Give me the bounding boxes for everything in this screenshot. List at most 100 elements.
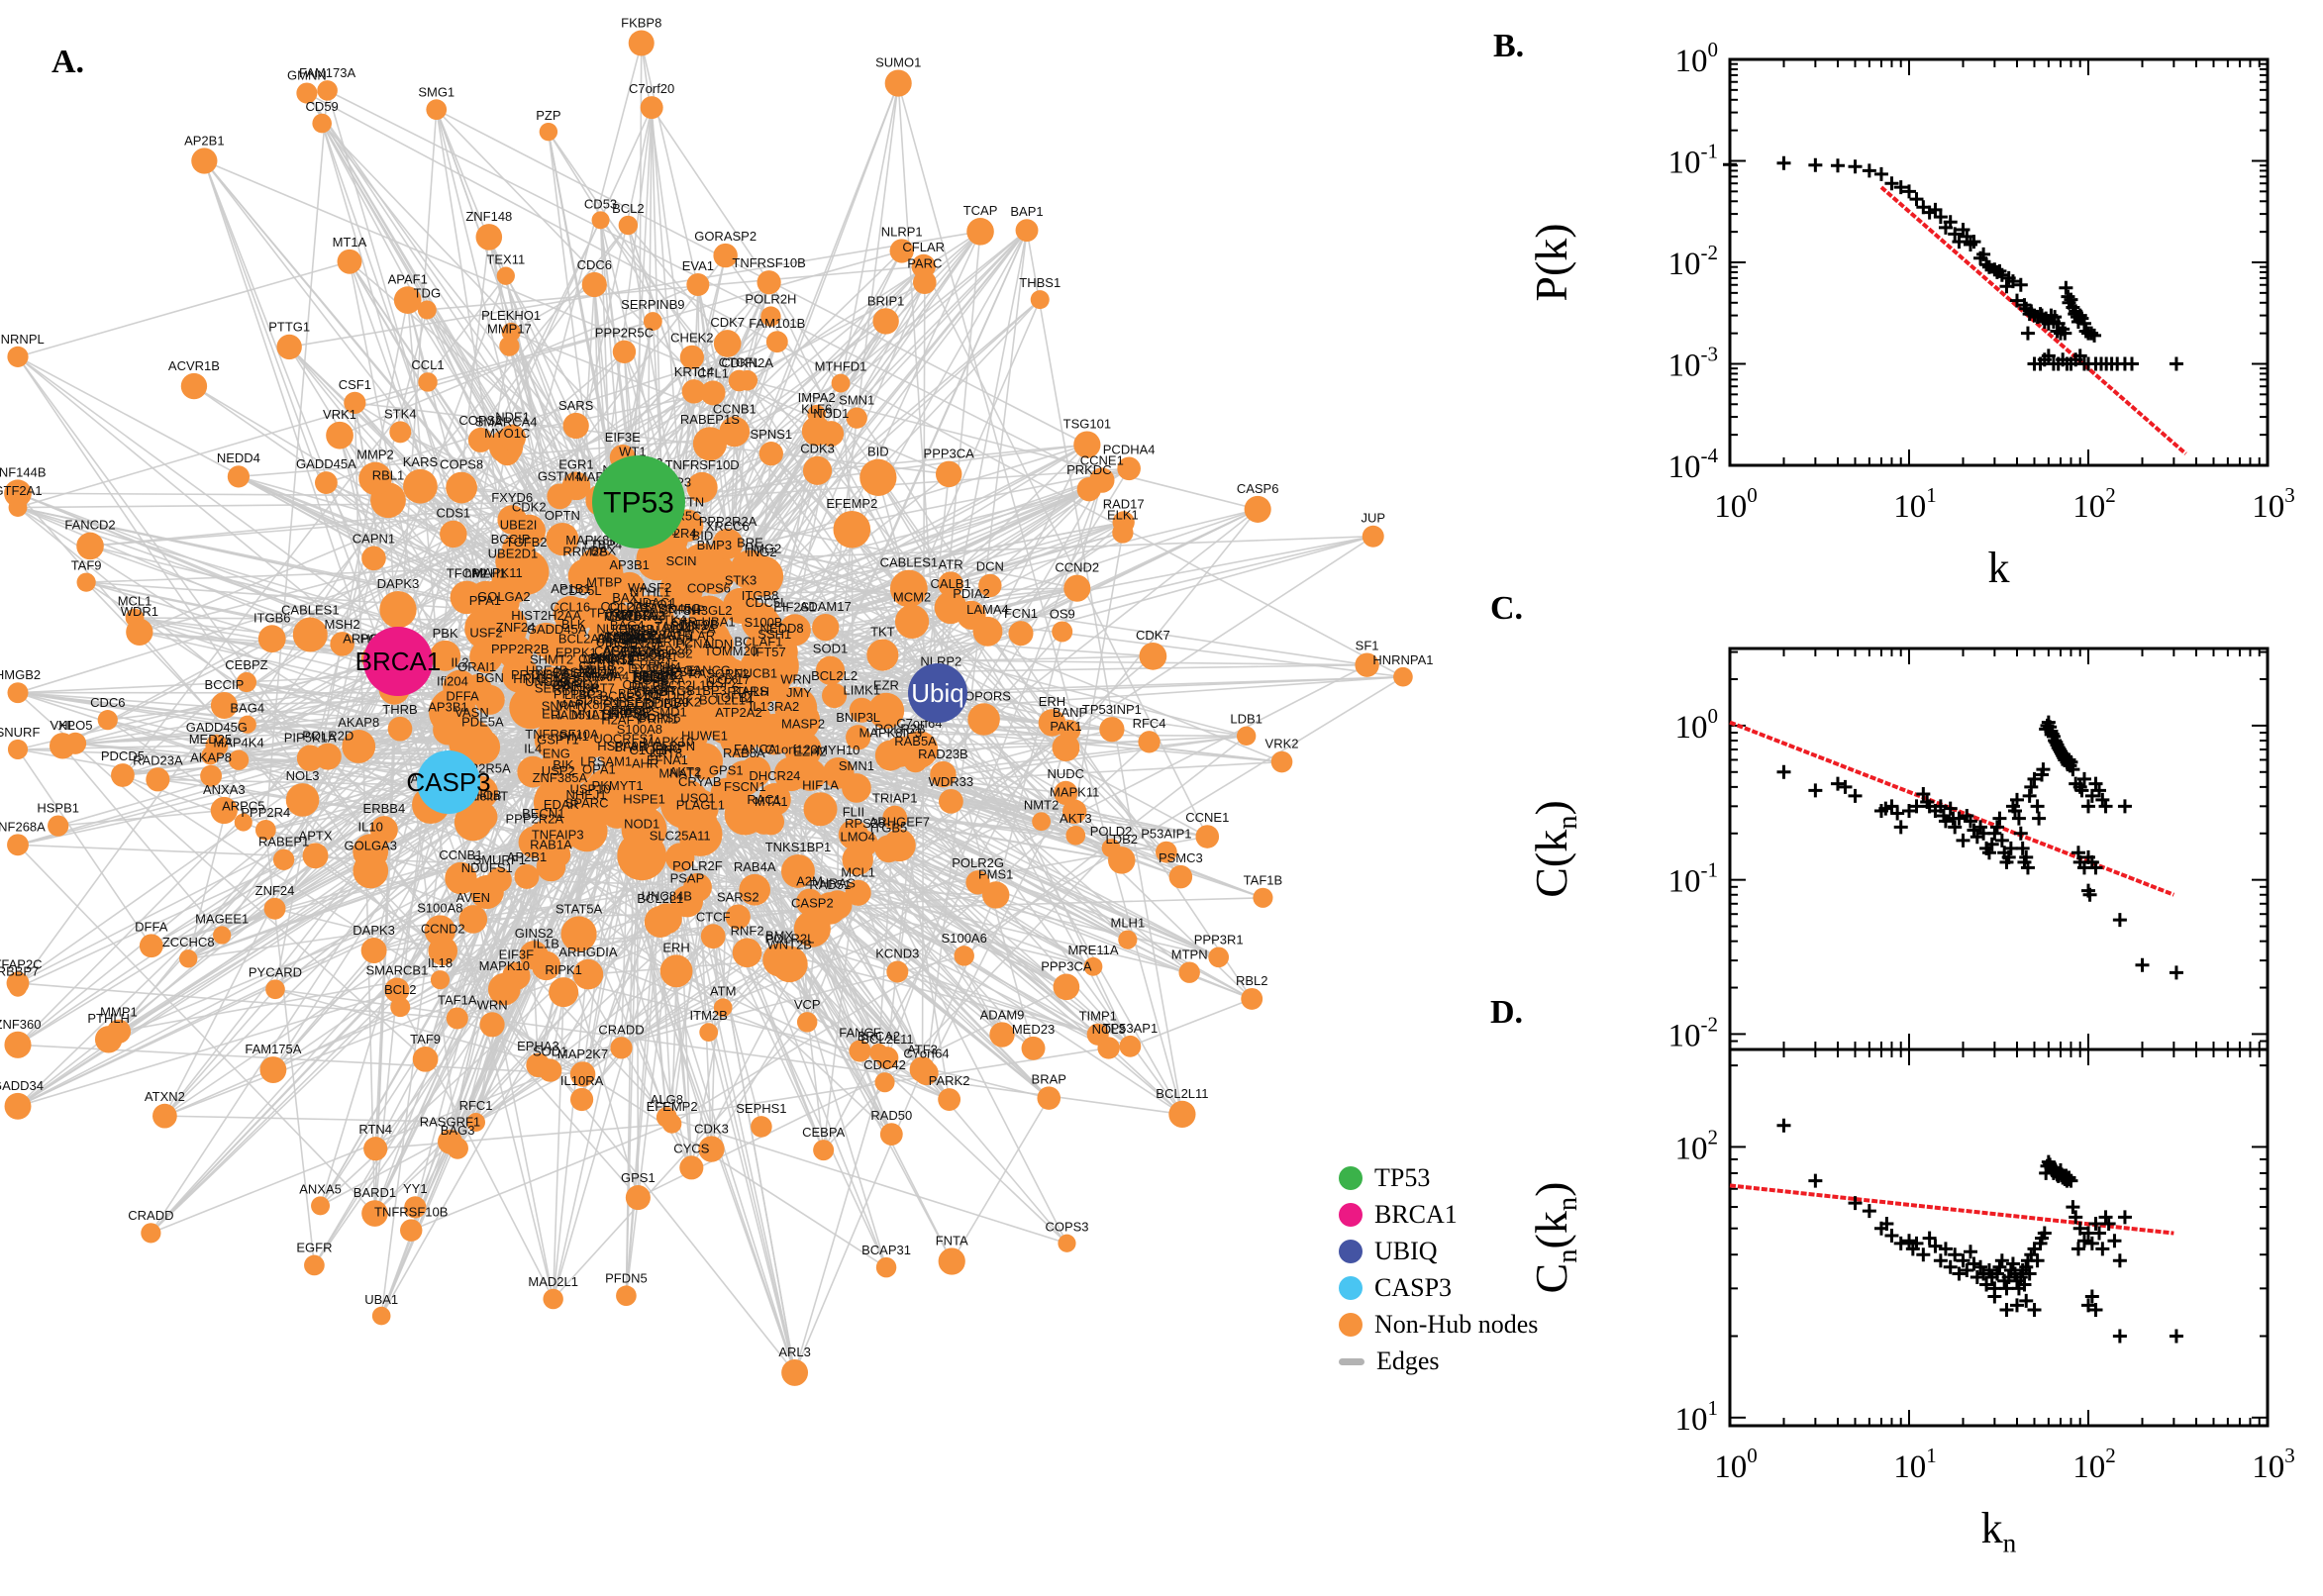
network-node-label: RRM2B (562, 544, 608, 558)
network-node-label: PARK2 (929, 1073, 970, 1088)
network-node-label: USO1 (639, 597, 673, 612)
network-node-label: BCL2 (384, 982, 417, 997)
network-node (200, 764, 223, 787)
network-node-label: CD59 (306, 99, 339, 114)
data-point (2101, 1217, 2116, 1232)
network-node-label: CDC6 (577, 257, 612, 272)
network-node (681, 379, 707, 404)
network-node (1061, 799, 1087, 825)
network-edge (85, 581, 528, 878)
data-point (2074, 783, 2089, 798)
network-node-label: OPA1 (582, 762, 616, 777)
network-node (680, 543, 725, 586)
network-node-label: CDS1 (436, 506, 470, 521)
data-point (2081, 799, 2095, 814)
network-node-label: PAK1 (1050, 719, 1081, 734)
network-node-label: BAG4 (610, 618, 645, 633)
network-node (311, 1196, 331, 1216)
network-node-label: TRIAP1 (872, 791, 918, 806)
network-node-label: DAPK3 (377, 576, 420, 591)
data-point (2017, 1277, 2032, 1292)
network-node-label: BMP3 (697, 538, 732, 552)
network-node-label: CHEK2 (670, 331, 713, 346)
network-node-label: CFL1 (697, 365, 729, 380)
network-node-label: ZNF24 (255, 883, 295, 898)
data-point (2015, 841, 2030, 855)
network-node-label: MMP1 (100, 1005, 138, 1020)
network-node-label: BID (867, 445, 889, 459)
network-node (698, 1136, 725, 1162)
network-node (686, 471, 718, 503)
data-point (1987, 1289, 2002, 1304)
network-node (938, 571, 963, 598)
data-point (2041, 349, 2056, 363)
network-edge (397, 109, 438, 662)
network-node-label: NLRC4 (557, 677, 600, 692)
network-node (780, 853, 815, 888)
network-node (793, 758, 827, 791)
network-node-label: BAP1 (1010, 204, 1043, 219)
node-swatch-icon (1339, 1313, 1363, 1337)
network-edge (548, 131, 736, 433)
network-node (191, 148, 218, 174)
network-node (972, 616, 1003, 647)
network-edge (552, 992, 564, 1300)
network-node (454, 803, 492, 842)
network-node (7, 346, 29, 367)
network-node-label: BAG4 (230, 701, 264, 716)
x-tick-label-D: 101 (1893, 1444, 1937, 1485)
network-node (751, 609, 782, 641)
network-node-label: EZH2 (793, 744, 826, 758)
network-node (403, 468, 438, 504)
data-point (2088, 860, 2103, 875)
network-edge (187, 830, 562, 960)
network-node-label: KRT2 (602, 653, 635, 668)
network-node (446, 1007, 468, 1030)
network-node-label: PLAGL1 (676, 798, 725, 813)
y-axis-label-C: C(kn​) (1526, 800, 1583, 898)
network-node-label: FXYD6 (491, 490, 533, 505)
network-edge (374, 477, 939, 694)
network-node-label: RAB4A (734, 859, 776, 874)
network-node-label: FAM173A (299, 65, 355, 80)
network-node-label: MASP2 (781, 717, 825, 732)
network-node (254, 819, 276, 841)
network-node-label: PPP4C (554, 687, 596, 702)
network-node-label: TNFRSF10A (525, 727, 599, 742)
data-point (1967, 1256, 1981, 1271)
network-edge (203, 160, 399, 662)
network-node (487, 972, 521, 1006)
network-node (440, 520, 467, 549)
network-node-label: BAG3 (441, 1123, 475, 1138)
panel-label-d: D. (1490, 994, 1524, 1031)
network-node (889, 569, 928, 608)
network-node-label: BAG3 (666, 663, 701, 678)
network-node-label: FSCN1 (724, 779, 766, 794)
network-node-label: PYCR1 (591, 651, 634, 666)
network-node-label: S100A8 (617, 722, 662, 737)
network-node-label: THBS1 (1019, 275, 1060, 290)
network-node-label: STK4 (655, 612, 687, 627)
network-node-label: NDUFS1 (461, 860, 513, 875)
network-node (765, 331, 788, 353)
data-point (2082, 887, 2097, 902)
x-axis-label-D: kn​ (1981, 1504, 2017, 1558)
network-node (430, 640, 461, 671)
data-point (2088, 1303, 2103, 1318)
network-node-label: UNC5B (525, 674, 568, 689)
network-node-label: MYO1C (484, 426, 530, 441)
data-point (1848, 788, 1863, 803)
network-node-label: BCL2L10 (660, 677, 714, 692)
data-point (1922, 1231, 1937, 1246)
network-node (49, 733, 76, 759)
network-node-label: FAM175A (245, 1042, 301, 1056)
network-node-label: SARS (558, 398, 594, 413)
network-node (543, 1288, 563, 1310)
network-node-label: HMGB2 (0, 667, 41, 682)
x-tick-label-B: 101 (1893, 483, 1937, 525)
network-node (387, 716, 413, 742)
network-node-label: CDK3 (800, 442, 835, 456)
network-edge (375, 1123, 672, 1150)
network-node (518, 826, 552, 858)
data-point (1916, 786, 1931, 801)
